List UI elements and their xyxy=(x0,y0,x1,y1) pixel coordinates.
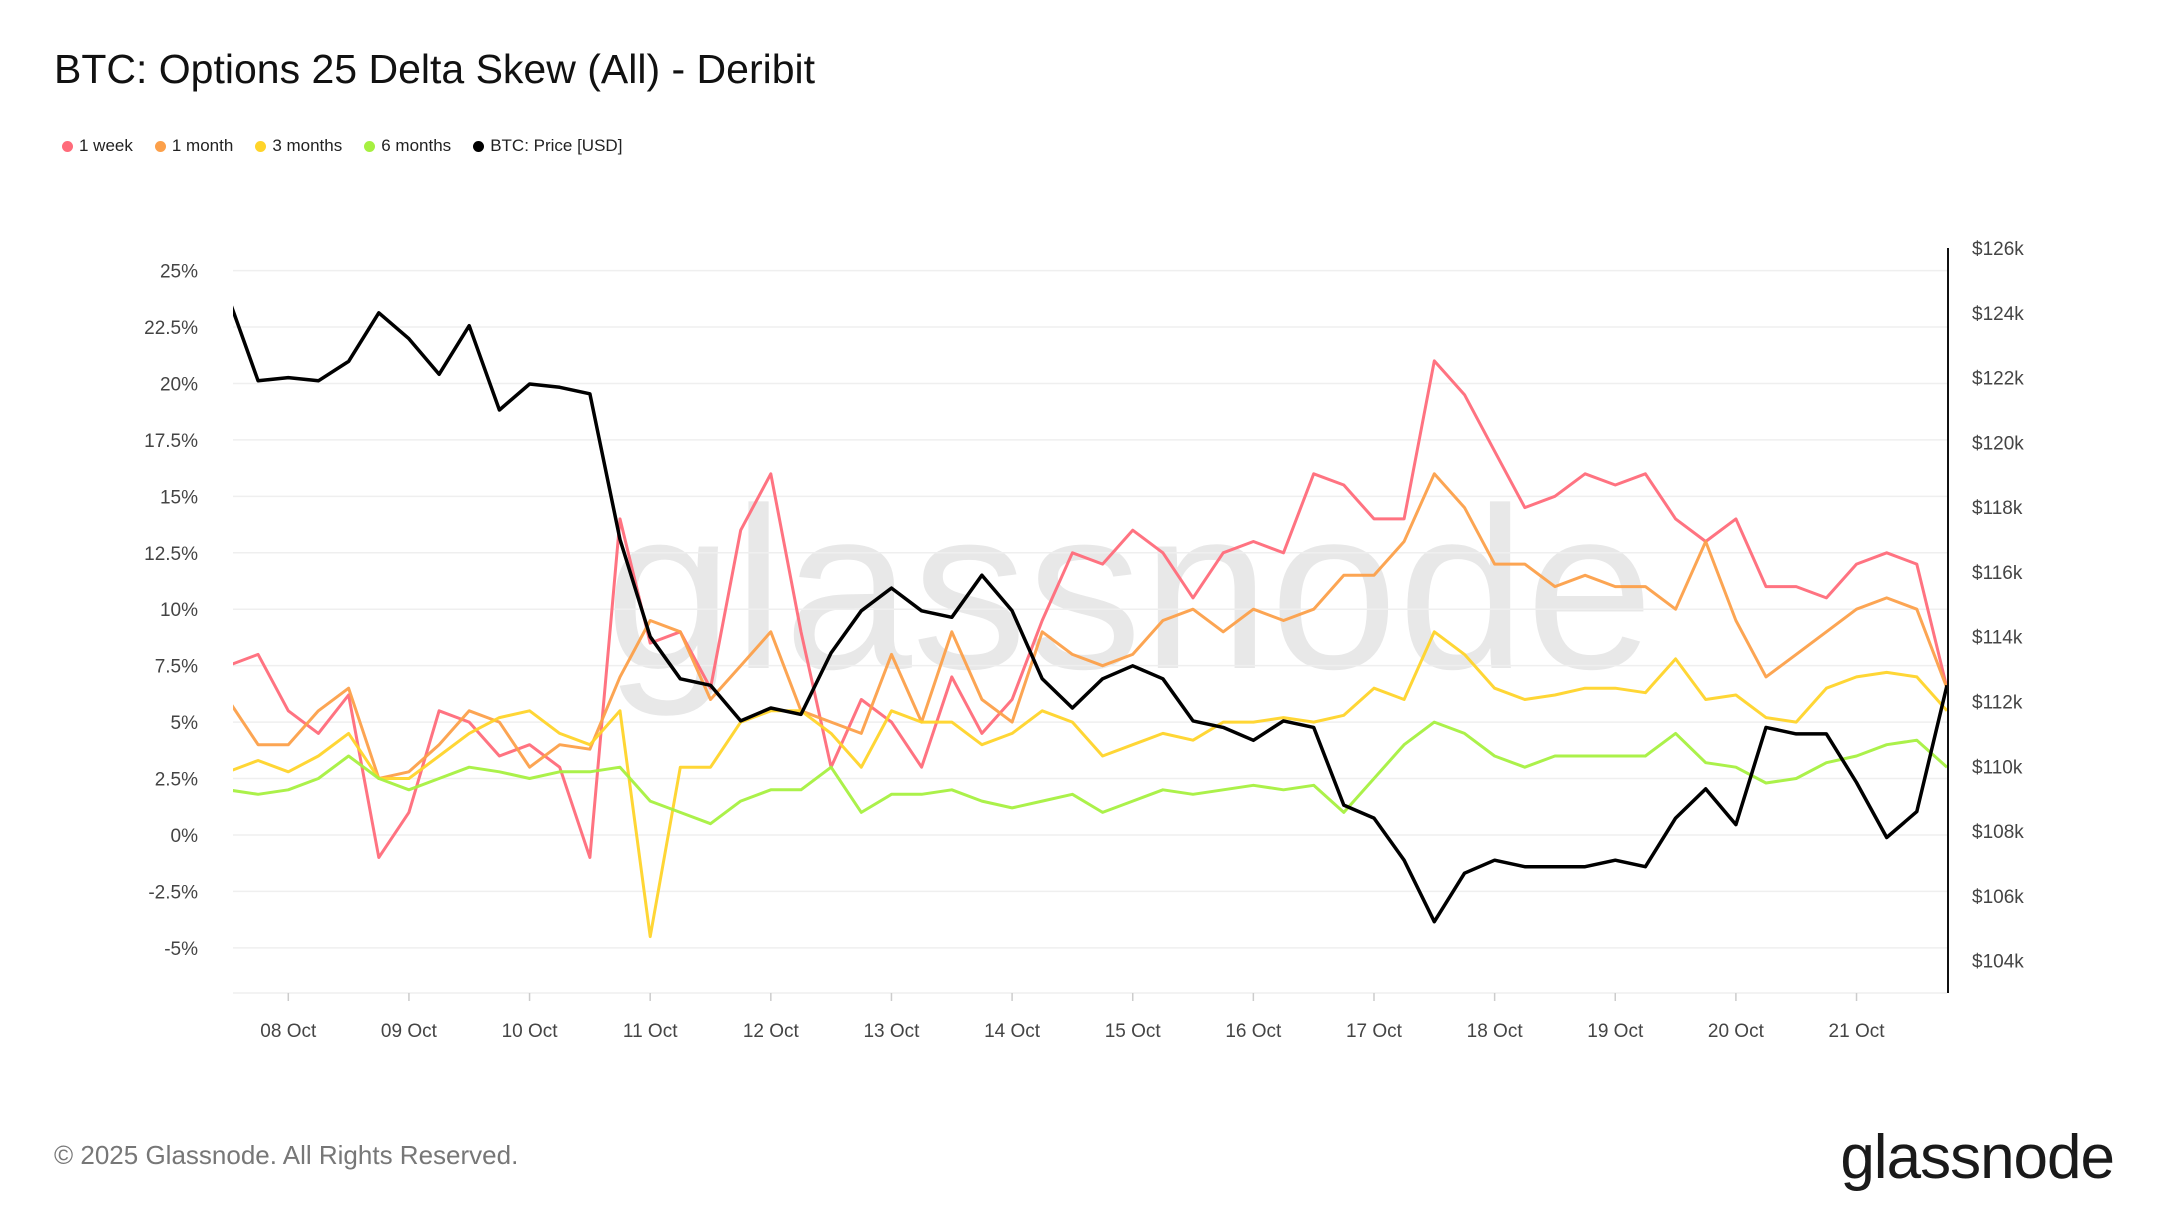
x-tick-label: 10 Oct xyxy=(502,1021,559,1042)
legend-label: BTC: Price [USD] xyxy=(490,136,623,155)
y2-tick-label: $114k xyxy=(1972,628,2023,649)
x-tick-label: 18 Oct xyxy=(1467,1021,1524,1042)
legend-dot-icon xyxy=(62,140,73,152)
legend-dot-icon xyxy=(154,140,166,152)
legend-item-1-month[interactable]: 1 month xyxy=(154,136,234,156)
y-tick-label: 2.5% xyxy=(155,770,198,791)
legend-label: 1 week xyxy=(79,136,133,155)
series-line-btc-price-usd- xyxy=(233,305,1947,924)
legend: 1 week 1 month 3 months 6 months BTC: Pr… xyxy=(62,136,622,156)
glassnode-logo: glassnode xyxy=(1840,1123,2115,1192)
x-tick-label: 15 Oct xyxy=(1105,1021,1162,1042)
y-tick-label: 17.5% xyxy=(144,431,198,452)
y-tick-label: 22.5% xyxy=(144,318,198,339)
y2-tick-label: $116k xyxy=(1972,563,2023,584)
gridlines xyxy=(233,269,1947,994)
legend-dot-icon xyxy=(473,140,485,152)
y2-tick-label: $112k xyxy=(1972,692,2023,713)
y2-tick-label: $122k xyxy=(1972,369,2024,390)
x-tick-label: 14 Oct xyxy=(984,1021,1041,1042)
x-tick-label: 19 Oct xyxy=(1587,1021,1644,1042)
y2-tick-label: $108k xyxy=(1972,822,2024,843)
y-tick-label: 0% xyxy=(171,826,199,847)
series-lines xyxy=(233,305,1947,939)
y2-tick-label: $124k xyxy=(1972,304,2024,325)
legend-item-btc-price[interactable]: BTC: Price [USD] xyxy=(473,136,622,156)
y-axis-right: $126k $124k $122k $120k $118k $116k $114k $112k… xyxy=(1972,239,2024,973)
series-line-1-week xyxy=(233,359,1947,859)
y-tick-label: -5% xyxy=(164,939,198,960)
x-tick-label: 11 Oct xyxy=(623,1021,678,1042)
x-tick-label: 12 Oct xyxy=(743,1021,800,1042)
y2-tick-label: $110k xyxy=(1972,757,2023,778)
legend-label: 1 month xyxy=(171,136,234,155)
x-tick-label: 09 Oct xyxy=(381,1021,438,1042)
x-tick-label: 08 Oct xyxy=(260,1021,317,1042)
legend-dot-icon xyxy=(364,140,376,152)
y-tick-label: 10% xyxy=(160,600,198,621)
y2-tick-label: $104k xyxy=(1972,952,2024,973)
legend-item-1-week[interactable]: 1 week xyxy=(62,136,133,156)
y-tick-label: 7.5% xyxy=(155,657,198,678)
chart-title: BTC: Options 25 Delta Skew (All) - Derib… xyxy=(54,46,816,92)
x-axis: 08 Oct 09 Oct 10 Oct 11 Oct 12 Oct 13 Oct 14 O… xyxy=(260,993,1885,1042)
y-tick-label: 5% xyxy=(171,713,199,734)
y2-tick-label: $120k xyxy=(1972,433,2024,454)
y-tick-label: -2.5% xyxy=(148,882,198,903)
y2-tick-label: $118k xyxy=(1972,498,2023,519)
legend-item-3-months[interactable]: 3 months xyxy=(255,136,342,156)
y-tick-label: 25% xyxy=(160,262,198,283)
x-tick-label: 13 Oct xyxy=(863,1021,920,1042)
series-line-1-month xyxy=(233,472,1947,780)
y-tick-label: 15% xyxy=(160,487,198,508)
legend-dot-icon xyxy=(255,140,267,152)
x-tick-label: 16 Oct xyxy=(1225,1021,1282,1042)
y-tick-label: 20% xyxy=(160,374,198,395)
legend-item-6-months[interactable]: 6 months xyxy=(364,136,451,156)
legend-label: 3 months xyxy=(272,136,343,155)
y-tick-label: 12.5% xyxy=(144,544,198,565)
series-line-6-months xyxy=(233,720,1947,826)
x-tick-label: 21 Oct xyxy=(1829,1021,1886,1042)
series-line-3-months xyxy=(233,630,1947,939)
legend-label: 6 months xyxy=(381,136,452,155)
x-tick-label: 20 Oct xyxy=(1708,1021,1765,1042)
y-axis-left: 25% 22.5% 20% 17.5% 15% 12.5% 10% 7.5% 5% 2.5% 0% -… xyxy=(144,262,198,960)
y2-tick-label: $106k xyxy=(1972,887,2024,908)
y2-tick-label: $126k xyxy=(1972,239,2024,260)
x-tick-label: 17 Oct xyxy=(1346,1021,1403,1042)
watermark: glassnode xyxy=(605,460,1654,717)
copyright: © 2025 Glassnode. All Rights Reserved. xyxy=(54,1140,519,1170)
